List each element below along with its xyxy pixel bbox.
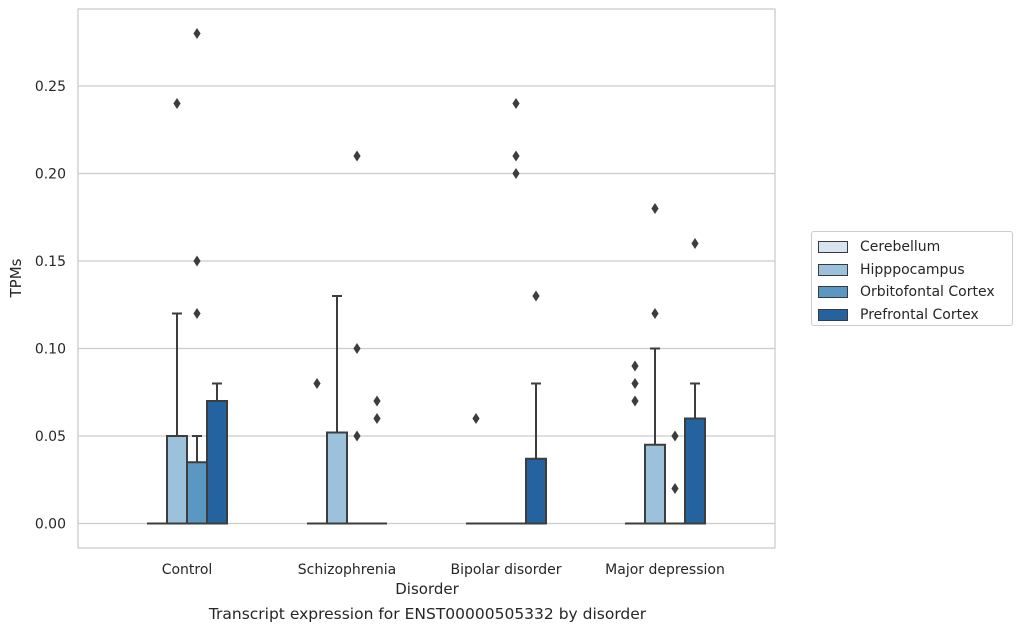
box-0-1: [307, 378, 327, 525]
outlier-point: [512, 150, 520, 162]
x-tick-label: Control: [162, 562, 213, 578]
legend-item: Prefrontal Cortex: [818, 304, 1012, 327]
box-0-3: [625, 360, 645, 525]
box: [186, 461, 208, 525]
outlier-point: [631, 378, 639, 389]
x-axis-label: Disorder: [395, 580, 459, 598]
tick-labels: 0.00 0.05 0.10 0.15 0.20 0.25 Control Schizophr…: [35, 79, 725, 578]
outlier-point: [373, 413, 381, 424]
legend-swatch: [818, 241, 848, 254]
outlier-point: [631, 360, 639, 372]
y-axis-label: TPMs: [7, 258, 25, 298]
outlier-point: [353, 343, 361, 354]
outlier-point: [691, 238, 699, 249]
box: [525, 457, 547, 525]
x-tick-label: Major depression: [605, 562, 725, 578]
outlier-point: [313, 378, 321, 389]
legend-swatch: [818, 286, 848, 299]
legend-swatch: [818, 308, 848, 321]
outlier-point: [193, 255, 201, 267]
box-1-0: [166, 98, 188, 525]
outlier-point: [512, 168, 520, 179]
box: [326, 431, 348, 525]
outlier-point: [353, 150, 361, 162]
box-2-1: [347, 150, 367, 525]
legend-label: Hipppocampus: [860, 261, 965, 278]
legend-label: Orbitofontal Cortex: [860, 284, 995, 301]
box-1-3: [644, 203, 666, 525]
box: [206, 400, 228, 525]
outlier-point: [532, 290, 540, 302]
legend-item: Hipppocampus: [818, 259, 1012, 282]
legend-item: Cerebellum: [818, 236, 1012, 259]
box-0-2: [466, 413, 486, 525]
box-2-0: [186, 28, 208, 525]
plot-area-frame: [77, 8, 776, 549]
outlier-point: [373, 395, 381, 407]
outlier-point: [651, 308, 659, 319]
box-2-3: [665, 430, 685, 525]
box-3-1: [367, 395, 387, 525]
legend: Cerebellum Hipppocampus Orbitofontal Corte…: [811, 231, 1013, 326]
outlier-point: [173, 98, 181, 109]
legend-label: Prefrontal Cortex: [860, 306, 979, 323]
box-3-0: [206, 382, 228, 525]
box: [644, 443, 666, 525]
legend-item: Orbitofontal Cortex: [818, 281, 1012, 304]
y-tick-label: 0.15: [35, 254, 66, 270]
outlier-point: [193, 28, 201, 39]
box-3-3: [684, 238, 706, 525]
box: [166, 435, 188, 525]
box: [684, 417, 706, 525]
outlier-point: [472, 413, 480, 424]
box-3-2: [525, 290, 547, 525]
box-2-2: [506, 98, 526, 525]
y-tick-label: 0.25: [35, 79, 66, 95]
y-tick-label: 0.05: [35, 429, 66, 445]
outlier-point: [671, 430, 679, 442]
chart-caption: Transcript expression for ENST0000050533…: [208, 605, 647, 623]
y-tick-label: 0.00: [35, 517, 66, 533]
outlier-point: [193, 308, 201, 319]
outlier-point: [512, 98, 520, 109]
x-tick-label: Schizophrenia: [298, 562, 396, 578]
x-tick-label: Bipolar disorder: [450, 562, 561, 578]
legend-swatch: [818, 263, 848, 276]
outlier-point: [671, 483, 679, 494]
outlier-point: [651, 203, 659, 214]
y-tick-label: 0.20: [35, 167, 66, 183]
box-marks: [147, 28, 706, 525]
y-tick-label: 0.10: [35, 342, 66, 358]
box-1-1: [326, 295, 348, 525]
outlier-point: [353, 430, 361, 442]
legend-label: Cerebellum: [860, 239, 941, 256]
outlier-point: [631, 395, 639, 407]
